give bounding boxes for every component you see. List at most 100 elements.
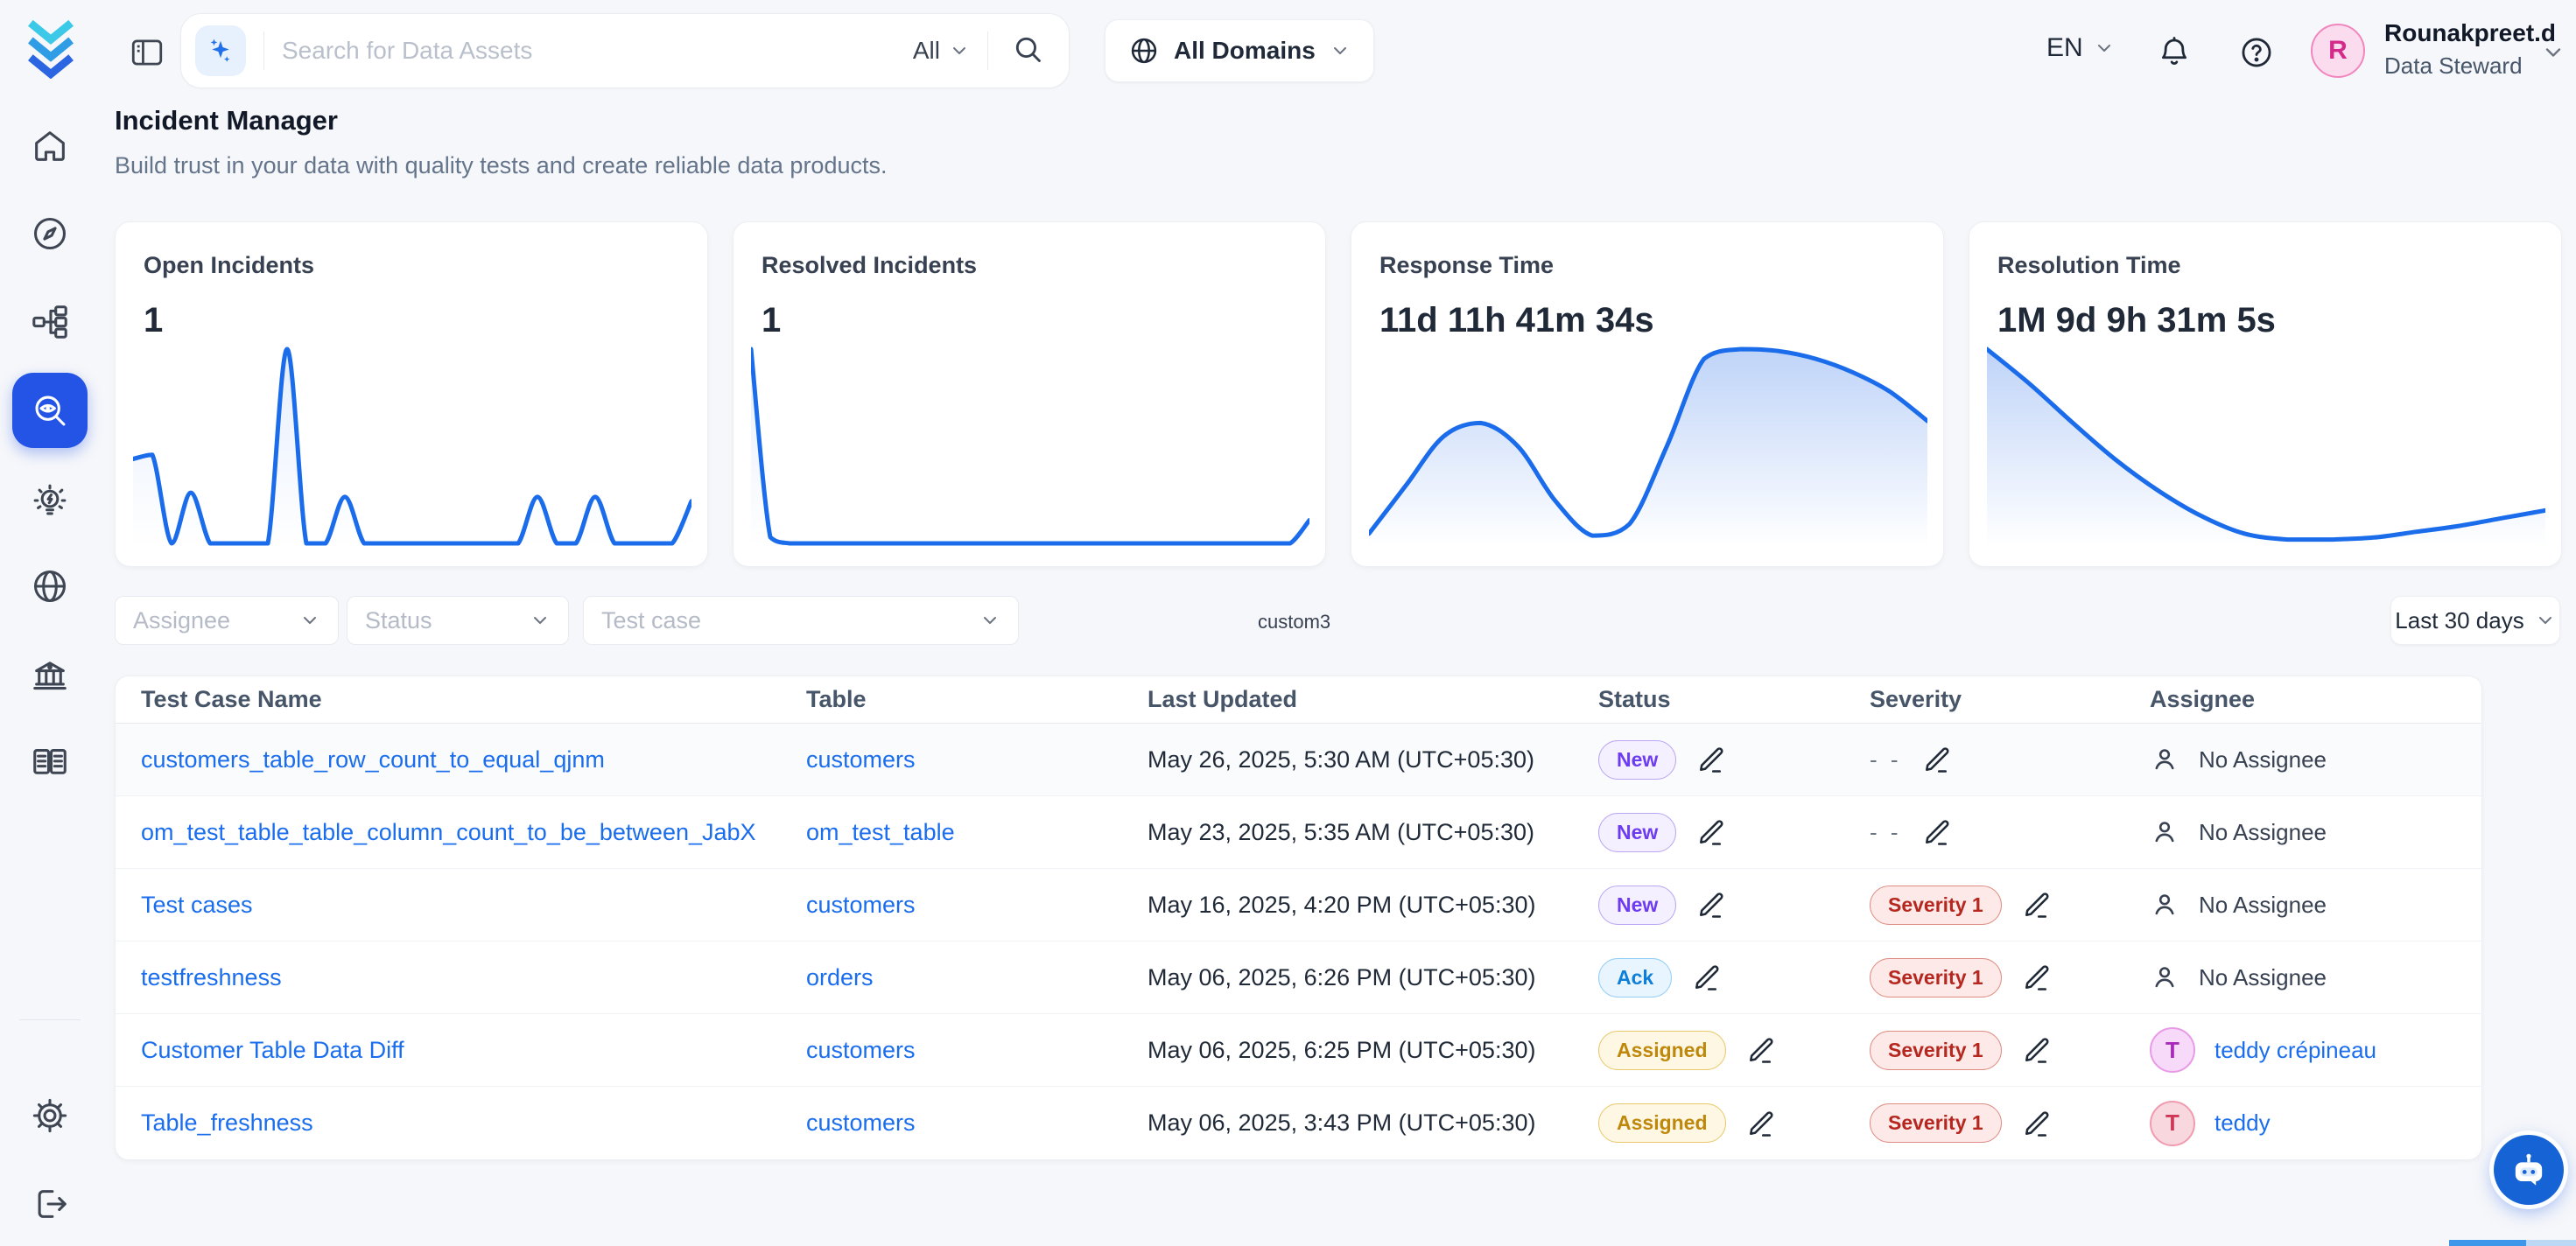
sidebar-item-data-flow[interactable] xyxy=(12,284,88,360)
edit-status-icon[interactable] xyxy=(1695,889,1727,920)
assignee-link[interactable]: teddy xyxy=(2215,1110,2271,1136)
scrollbar-thumb[interactable] xyxy=(2449,1240,2526,1246)
person-icon xyxy=(2150,745,2179,774)
status-filter-select[interactable]: Status xyxy=(347,596,569,645)
severity-cell: Severity 1 xyxy=(1844,957,2124,998)
sidebar-item-glossary[interactable] xyxy=(12,724,88,800)
edit-status-icon[interactable] xyxy=(1695,816,1727,848)
topbar: All All Domains EN R Rounakpreet.d Da xyxy=(0,0,2576,108)
sidebar-item-govern[interactable] xyxy=(12,638,88,713)
sidebar-item-domains[interactable] xyxy=(12,549,88,624)
table-link[interactable]: orders xyxy=(806,963,874,990)
edit-severity-icon[interactable] xyxy=(2021,962,2053,993)
edit-severity-icon[interactable] xyxy=(2021,1034,2053,1066)
stat-cards: Open Incidents 1 Resolved Incidents 1 Re… xyxy=(115,221,2562,567)
table-link[interactable]: om_test_table xyxy=(806,818,955,845)
sidebar-item-explore[interactable] xyxy=(12,196,88,271)
table-link[interactable]: customers xyxy=(806,891,916,918)
home-icon xyxy=(35,131,65,161)
chevron-down-icon xyxy=(304,617,316,624)
settings-gear-icon xyxy=(32,1098,67,1133)
user-menu[interactable]: Rounakpreet.d Data Steward xyxy=(2384,19,2556,80)
chat-bot-button[interactable] xyxy=(2494,1135,2564,1205)
last-updated-cell: May 26, 2025, 5:30 AM (UTC+05:30) xyxy=(1122,746,1573,774)
card-value: 1 xyxy=(762,301,782,340)
all-domains-button[interactable]: All Domains xyxy=(1105,19,1374,82)
assignee-cell: No Assignee xyxy=(2124,745,2481,774)
chevron-down-icon xyxy=(1333,47,1346,54)
search-scope-select[interactable]: All xyxy=(913,37,970,65)
table-link[interactable]: customers xyxy=(806,1036,916,1063)
status-cell: New xyxy=(1573,739,1844,780)
robot-icon xyxy=(2515,1153,2543,1186)
test-case-link[interactable]: Test cases xyxy=(141,891,253,918)
edit-status-icon[interactable] xyxy=(1691,962,1723,993)
column-header: Last Updated xyxy=(1148,686,1298,712)
assignee-text: No Assignee xyxy=(2199,746,2327,773)
test-case-link[interactable]: Customer Table Data Diff xyxy=(141,1036,404,1063)
test-case-link[interactable]: customers_table_row_count_to_equal_qjnm xyxy=(141,746,605,773)
table-cell: om_test_table xyxy=(781,819,1122,846)
test-case-link[interactable]: Table_freshness xyxy=(141,1110,313,1136)
card-label: Open Incidents xyxy=(144,252,315,278)
last-updated-cell: May 06, 2025, 6:25 PM (UTC+05:30) xyxy=(1122,1037,1573,1064)
notifications-button[interactable] xyxy=(2151,30,2197,75)
severity-cell: - - xyxy=(1844,816,2124,848)
table-link[interactable]: customers xyxy=(806,746,916,773)
status-badge: New xyxy=(1598,739,1677,780)
time-range-value: Last 30 days xyxy=(2395,606,2524,634)
test-case-link[interactable]: om_test_table_table_column_count_to_be_b… xyxy=(141,818,756,845)
test-case-link[interactable]: testfreshness xyxy=(141,963,282,990)
sidebar-item-observability-active[interactable] xyxy=(12,373,88,448)
sidebar-collapse-button[interactable] xyxy=(126,32,168,74)
help-button[interactable] xyxy=(2234,30,2279,75)
user-avatar[interactable]: R xyxy=(2311,24,2365,78)
table-link[interactable]: customers xyxy=(806,1110,916,1136)
severity-cell: Severity 1 xyxy=(1844,1103,2124,1143)
severity-cell: Severity 1 xyxy=(1844,1030,2124,1070)
edit-severity-icon[interactable] xyxy=(2021,1108,2053,1139)
search-scope-value: All xyxy=(912,37,940,64)
edit-status-icon[interactable] xyxy=(1745,1108,1777,1139)
edit-status-icon[interactable] xyxy=(1695,744,1727,775)
sidebar-item-insights[interactable] xyxy=(12,463,88,538)
user-menu-chevron-icon[interactable] xyxy=(2541,40,2565,65)
search-icon xyxy=(1015,37,1041,62)
open-incidents-sparkline xyxy=(133,346,691,547)
page-subtitle: Build trust in your data with quality te… xyxy=(115,152,888,178)
assignee-text: No Assignee xyxy=(2199,818,2327,845)
table-row: Test cases customers May 16, 2025, 4:20 PM… xyxy=(116,869,2481,942)
card-resolution-time: Resolution Time 1M 9d 9h 31m 5s xyxy=(1969,221,2562,567)
language-select[interactable]: EN xyxy=(2046,33,2115,63)
sidebar-item-settings[interactable] xyxy=(12,1078,88,1153)
edit-status-icon[interactable] xyxy=(1745,1034,1777,1066)
column-header: Severity xyxy=(1870,686,1962,712)
test-case-cell: Table_freshness xyxy=(116,1110,781,1137)
search-submit-button[interactable] xyxy=(1011,32,1044,70)
edit-severity-icon[interactable] xyxy=(2021,889,2053,920)
assignee-avatar[interactable]: T xyxy=(2150,1027,2195,1073)
ai-search-chip[interactable] xyxy=(195,25,246,76)
time-range-button[interactable]: Last 30 days xyxy=(2390,596,2560,645)
severity-badge: Severity 1 xyxy=(1870,1103,2002,1143)
card-label: Resolution Time xyxy=(1997,252,2181,278)
assignee-avatar[interactable]: T xyxy=(2150,1100,2195,1146)
table-row: Table_freshness customers May 06, 2025, 3:… xyxy=(116,1087,2481,1159)
status-cell: Assigned xyxy=(1573,1030,1844,1070)
table-cell: customers xyxy=(781,1110,1122,1137)
severity-badge: Severity 1 xyxy=(1870,885,2002,925)
assignee-link[interactable]: teddy crépineau xyxy=(2215,1036,2377,1063)
test-case-filter-select[interactable]: Test case xyxy=(583,596,1019,645)
severity-badge: Severity 1 xyxy=(1870,957,2002,998)
search-input[interactable] xyxy=(282,37,913,65)
edit-severity-icon[interactable] xyxy=(1921,816,1953,848)
edit-severity-icon[interactable] xyxy=(1921,744,1953,775)
global-search-bar[interactable]: All xyxy=(180,13,1070,88)
sidebar-item-home[interactable] xyxy=(12,108,88,184)
incidents-table: Test Case Name Table Last Updated Status Sev… xyxy=(115,676,2482,1160)
sidebar-item-logout[interactable] xyxy=(12,1166,88,1242)
last-updated-text: May 06, 2025, 6:25 PM (UTC+05:30) xyxy=(1148,1036,1536,1063)
page-title: Incident Manager xyxy=(115,105,338,136)
assignee-filter-select[interactable]: Assignee xyxy=(115,596,339,645)
language-value: EN xyxy=(2046,33,2083,62)
